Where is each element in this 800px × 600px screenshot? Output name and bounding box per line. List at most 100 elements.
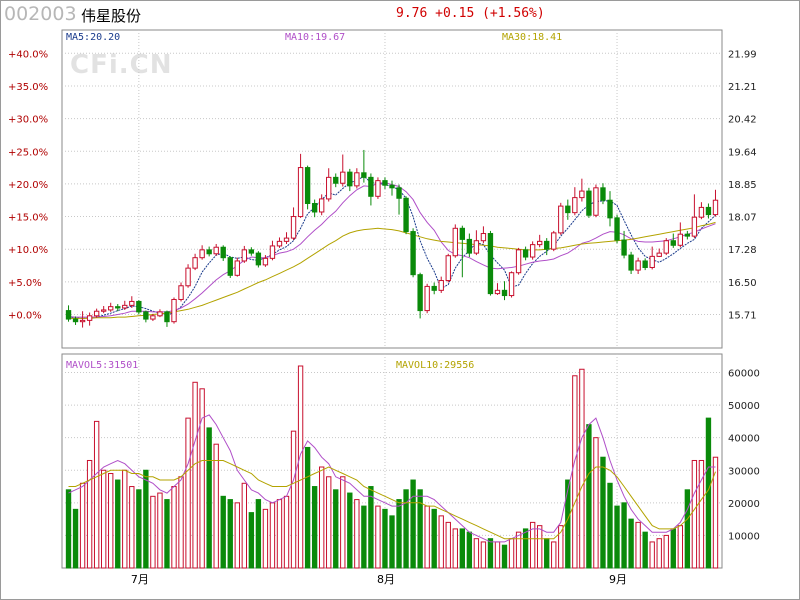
candle-body bbox=[100, 309, 107, 312]
candle-body bbox=[579, 190, 585, 199]
volume-bar bbox=[150, 495, 156, 569]
volume-bar bbox=[143, 469, 149, 569]
legend-mavol5: MAVOL5:31501 bbox=[66, 360, 139, 371]
candle-body bbox=[649, 255, 655, 268]
y-left-tick-label: +30.0% bbox=[8, 115, 48, 126]
candle-body bbox=[663, 240, 669, 254]
volume-bar bbox=[213, 443, 219, 569]
candle-body bbox=[206, 249, 212, 255]
volume-bar bbox=[340, 476, 346, 569]
candle-body bbox=[614, 217, 620, 241]
candle-body bbox=[192, 257, 198, 269]
candle-body bbox=[93, 310, 100, 317]
candle-body bbox=[129, 300, 135, 306]
candle-body bbox=[143, 311, 149, 320]
month-label: 8月 bbox=[377, 573, 395, 586]
volume-bar bbox=[565, 479, 571, 569]
candle-body bbox=[311, 202, 318, 213]
volume-bar bbox=[248, 512, 255, 569]
candle-body bbox=[698, 206, 705, 218]
month-label: 7月 bbox=[131, 573, 149, 586]
volume-bar bbox=[164, 499, 170, 569]
volume-tick-label: 60000 bbox=[728, 369, 760, 380]
volume-bar bbox=[522, 528, 529, 569]
candle-body bbox=[642, 260, 648, 268]
month-label: 9月 bbox=[609, 573, 627, 586]
volume-bar bbox=[614, 505, 620, 569]
volume-bar bbox=[494, 541, 501, 569]
volume-bar bbox=[171, 486, 177, 569]
candle-body bbox=[375, 180, 381, 197]
mavol5-line bbox=[68, 414, 716, 543]
candle-body bbox=[544, 240, 550, 250]
volume-bar bbox=[445, 521, 451, 569]
volume-bar bbox=[326, 476, 332, 569]
volume-bar bbox=[276, 499, 283, 569]
candle-body bbox=[248, 249, 255, 254]
candle-body bbox=[333, 176, 339, 184]
candle-body bbox=[522, 249, 529, 258]
volume-bar bbox=[663, 534, 669, 569]
candle-body bbox=[494, 289, 501, 295]
candle-body bbox=[150, 315, 156, 320]
volume-bar bbox=[691, 459, 698, 569]
volume-bar bbox=[122, 469, 128, 569]
volume-bar bbox=[515, 531, 522, 569]
volume-bar bbox=[375, 505, 381, 569]
candle-body bbox=[677, 233, 684, 246]
candle-body bbox=[586, 190, 592, 216]
candle-body bbox=[558, 205, 564, 234]
volume-bar bbox=[466, 531, 473, 569]
candle-body bbox=[621, 239, 627, 256]
volume-bar bbox=[424, 505, 430, 569]
volume-bar bbox=[129, 486, 135, 569]
volume-tick-label: 50000 bbox=[728, 401, 760, 412]
candle-body bbox=[628, 254, 634, 271]
volume-bar bbox=[593, 437, 599, 569]
volume-bar bbox=[311, 486, 318, 569]
volume-bar bbox=[621, 502, 627, 569]
volume-tick-label: 40000 bbox=[728, 434, 760, 445]
volume-bar bbox=[628, 518, 634, 569]
y-left-tick-label: +25.0% bbox=[8, 147, 48, 158]
volume-bar bbox=[108, 473, 114, 569]
legend-ma5: MA5:20.20 bbox=[66, 32, 121, 43]
ma10-line bbox=[68, 182, 716, 318]
volume-bar bbox=[199, 388, 205, 569]
volume-bar bbox=[283, 495, 290, 569]
candle-body bbox=[297, 167, 304, 218]
watermark-logo: CFi.CN bbox=[70, 50, 173, 80]
volume-bar bbox=[72, 508, 79, 569]
candle-body bbox=[551, 232, 557, 250]
volume-bar bbox=[656, 538, 662, 569]
stock-code: 002003 bbox=[4, 3, 77, 25]
volume-bar bbox=[297, 365, 304, 569]
candle-body bbox=[283, 237, 290, 242]
volume-bar bbox=[86, 459, 93, 569]
candle-body bbox=[361, 172, 367, 178]
volume-tick-label: 10000 bbox=[728, 531, 760, 542]
volume-bar bbox=[438, 515, 444, 569]
candle-body bbox=[304, 167, 311, 204]
candle-body bbox=[508, 272, 515, 297]
volume-bar bbox=[396, 499, 402, 569]
volume-bar bbox=[79, 482, 86, 569]
candle-body bbox=[269, 245, 276, 259]
volume-tick-label: 20000 bbox=[728, 499, 760, 510]
y-right-tick-label: 20.42 bbox=[728, 115, 757, 126]
volume-bar bbox=[431, 508, 437, 569]
volume-bar bbox=[684, 489, 691, 569]
candle-body bbox=[136, 300, 142, 313]
volume-bar bbox=[318, 466, 325, 569]
candle-body bbox=[396, 187, 402, 199]
volume-bar bbox=[607, 482, 613, 569]
candle-body bbox=[515, 249, 522, 274]
candle-body bbox=[79, 319, 86, 323]
candle-body bbox=[473, 240, 480, 254]
volume-bar bbox=[452, 528, 458, 569]
volume-bar bbox=[459, 528, 466, 569]
candle-body bbox=[262, 257, 269, 266]
candle-body bbox=[593, 187, 599, 216]
volume-bar bbox=[473, 538, 480, 569]
y-right-tick-label: 19.64 bbox=[728, 147, 757, 158]
